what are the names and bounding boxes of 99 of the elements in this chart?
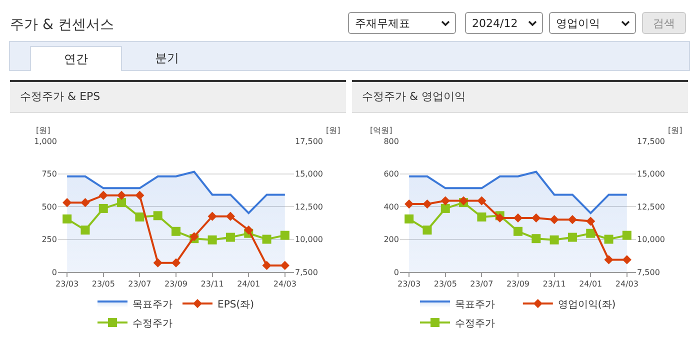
point: [244, 226, 254, 235]
point: [514, 226, 522, 236]
y2-tick-label: 17,500: [637, 136, 665, 146]
point: [116, 190, 126, 200]
point: [477, 196, 486, 206]
point: [171, 258, 181, 268]
y2-tick-label: 12,500: [295, 202, 323, 212]
y-tick-label: 500: [42, 202, 57, 212]
y-tick-label: 1,000: [34, 136, 57, 146]
chart-title: 수정주가 & EPS: [10, 82, 346, 113]
x-tick-label: 24/01: [237, 280, 260, 289]
point: [226, 232, 235, 242]
point: [604, 255, 614, 264]
text: 연간: [30, 46, 122, 71]
point: [404, 199, 414, 209]
x-tick-label: 23/03: [398, 280, 421, 289]
y2-tick-label: 15,000: [637, 170, 665, 179]
legend-label: 수정주가: [132, 318, 172, 330]
x-tick-label: 23/03: [56, 280, 79, 289]
legend-label: 목표주가: [132, 299, 172, 310]
x-tick-label: 23/07: [128, 280, 152, 289]
legend-label: 수정주가: [455, 318, 495, 330]
point: [586, 228, 596, 238]
point: [262, 234, 272, 244]
point: [153, 211, 162, 220]
point: [208, 212, 217, 221]
y-tick-label: 0: [52, 268, 57, 277]
point: [62, 214, 72, 224]
x-tick-label: 23/09: [164, 280, 188, 289]
y2-tick-label: 7,500: [295, 268, 318, 277]
y-axis-title: [원]: [36, 126, 50, 135]
y-tick-label: 0: [394, 268, 399, 277]
text: 검색: [642, 12, 686, 34]
y-tick-label: 200: [384, 235, 399, 244]
point: [208, 235, 217, 244]
point: [550, 215, 559, 224]
y2-axis-title: [원]: [668, 126, 682, 135]
y2-tick-label: 17,500: [295, 136, 323, 146]
point: [622, 230, 632, 240]
x-tick-label: 23/11: [542, 280, 566, 289]
x-tick-label: 23/11: [200, 280, 224, 289]
point: [495, 213, 504, 223]
y2-tick-label: 7,500: [637, 268, 660, 277]
point: [532, 213, 541, 223]
point: [98, 190, 108, 200]
point: [604, 234, 614, 244]
point: [568, 232, 577, 242]
x-tick-label: 23/05: [434, 280, 457, 289]
x-tick-label: 23/09: [506, 280, 530, 289]
point: [422, 199, 432, 209]
x-tick-label: 23/07: [470, 280, 494, 289]
point: [98, 204, 108, 213]
point: [153, 258, 162, 268]
text: 주가 & 컨센서스: [10, 16, 114, 34]
point: [532, 234, 541, 244]
text: 영업이익: [556, 17, 600, 30]
point: [568, 215, 578, 224]
point: [262, 260, 272, 270]
point: [513, 213, 523, 223]
point: [135, 212, 144, 222]
point: [80, 226, 90, 235]
point: [62, 198, 72, 208]
point: [280, 260, 290, 270]
y-tick-label: 600: [384, 170, 399, 179]
y2-tick-label: 10,000: [295, 235, 323, 244]
legend-label: 영업이익(좌): [558, 299, 616, 310]
y2-axis-title: [원]: [326, 126, 340, 135]
y-tick-label: 800: [384, 136, 399, 146]
text: 2024/12: [472, 17, 518, 30]
y-tick-label: 750: [42, 170, 57, 179]
legend-label: EPS(좌): [218, 299, 254, 310]
point: [226, 212, 236, 221]
x-tick-label: 23/05: [92, 280, 115, 289]
point: [440, 196, 450, 206]
point: [477, 212, 486, 222]
y-tick-label: 250: [42, 235, 57, 244]
text: 주재무제표: [355, 17, 410, 30]
point: [622, 255, 632, 264]
point: [404, 214, 414, 224]
point: [172, 226, 180, 236]
chart-title: 수정주가 & 영업이익: [352, 82, 688, 113]
point: [440, 204, 450, 213]
point: [135, 190, 144, 200]
point: [80, 198, 90, 208]
text: 분기: [154, 50, 180, 67]
point: [586, 216, 596, 226]
point: [280, 230, 290, 240]
legend-label: 목표주가: [455, 299, 495, 310]
x-tick-label: 24/03: [615, 280, 638, 289]
y-tick-label: 400: [384, 202, 399, 212]
point: [117, 198, 126, 208]
point: [550, 235, 559, 244]
y2-tick-label: 12,500: [637, 202, 665, 212]
x-tick-label: 24/01: [579, 280, 602, 289]
y-axis-title: [억원]: [370, 126, 392, 135]
y2-tick-label: 10,000: [637, 235, 665, 244]
x-tick-label: 24/03: [273, 280, 296, 289]
y2-tick-label: 15,000: [295, 170, 323, 179]
point: [422, 226, 432, 235]
